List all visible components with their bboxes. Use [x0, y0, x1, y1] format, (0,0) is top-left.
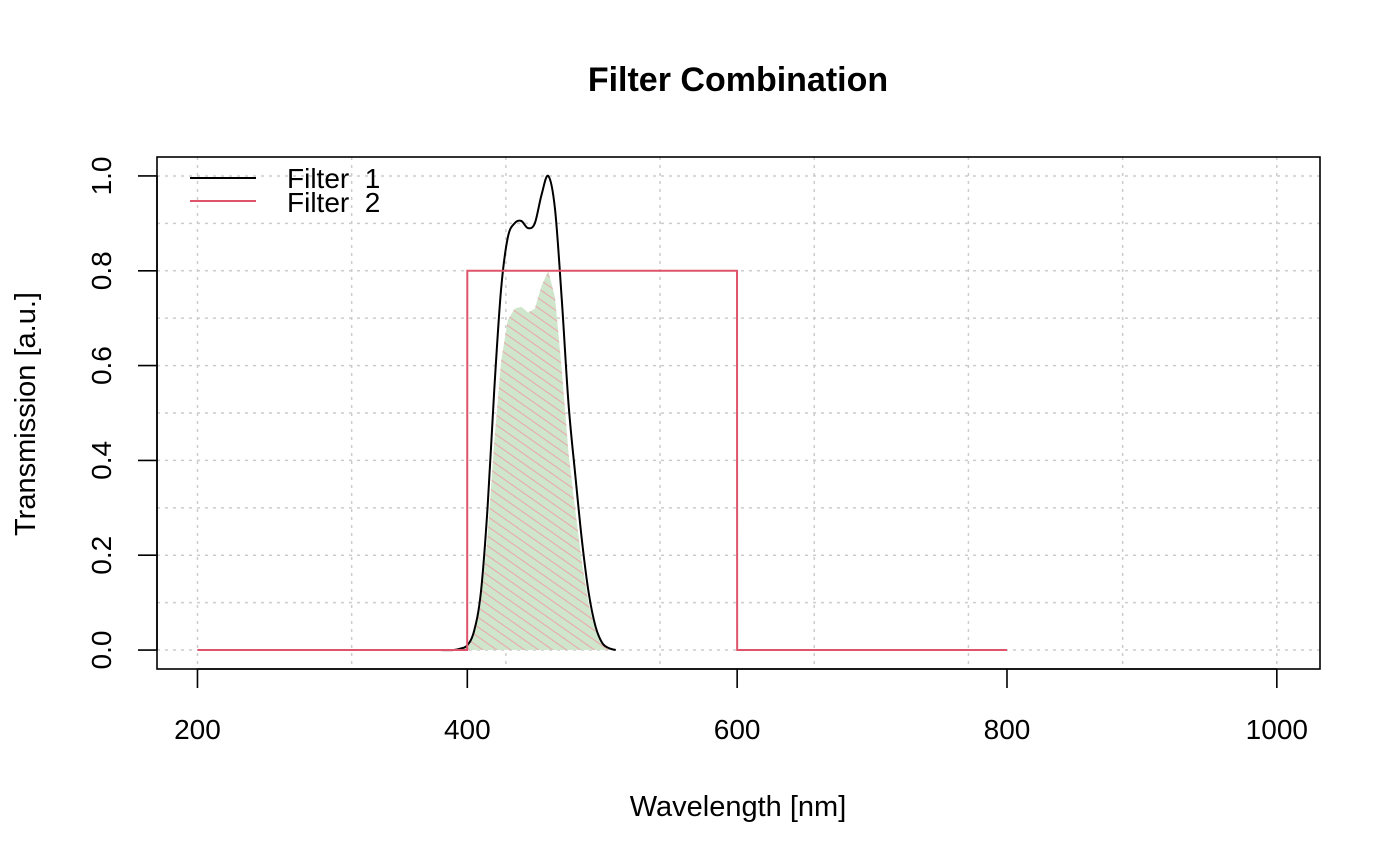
y-axis-title: Transmission [a.u.] [10, 292, 42, 536]
grid [157, 157, 1320, 669]
plot-box [156, 156, 1321, 670]
combined-hatch [460, 270, 616, 651]
legend: Filter 1 Filter 2 [190, 163, 380, 218]
legend-label-filter1: Filter 1 [287, 163, 380, 194]
y-tick-label: 0.0 [86, 631, 117, 670]
y-tick-label: 0.2 [86, 536, 117, 575]
y-tick-label: 0.6 [86, 346, 117, 385]
x-tick-label: 600 [714, 714, 761, 745]
series-line-filter2 [197, 269, 1007, 652]
chart-title: Filter Combination [588, 61, 888, 99]
x-axis: 200 400 600 800 1000 [174, 668, 1308, 745]
series-line-filter1 [440, 174, 616, 652]
combined-fill-area [460, 270, 616, 651]
y-tick-label: 0.8 [86, 251, 117, 290]
legend-label-filter2: Filter 2 [287, 187, 380, 218]
y-axis: 0.0 0.2 0.4 0.6 0.8 1.0 [86, 156, 158, 670]
x-tick-label: 800 [984, 714, 1031, 745]
x-axis-title: Wavelength [nm] [630, 791, 847, 823]
series-lines [197, 174, 1007, 652]
y-tick-label: 0.4 [86, 441, 117, 480]
x-tick-label: 1000 [1246, 714, 1308, 745]
x-tick-label: 200 [174, 714, 221, 745]
x-tick-label: 400 [444, 714, 491, 745]
y-tick-label: 1.0 [86, 156, 117, 195]
